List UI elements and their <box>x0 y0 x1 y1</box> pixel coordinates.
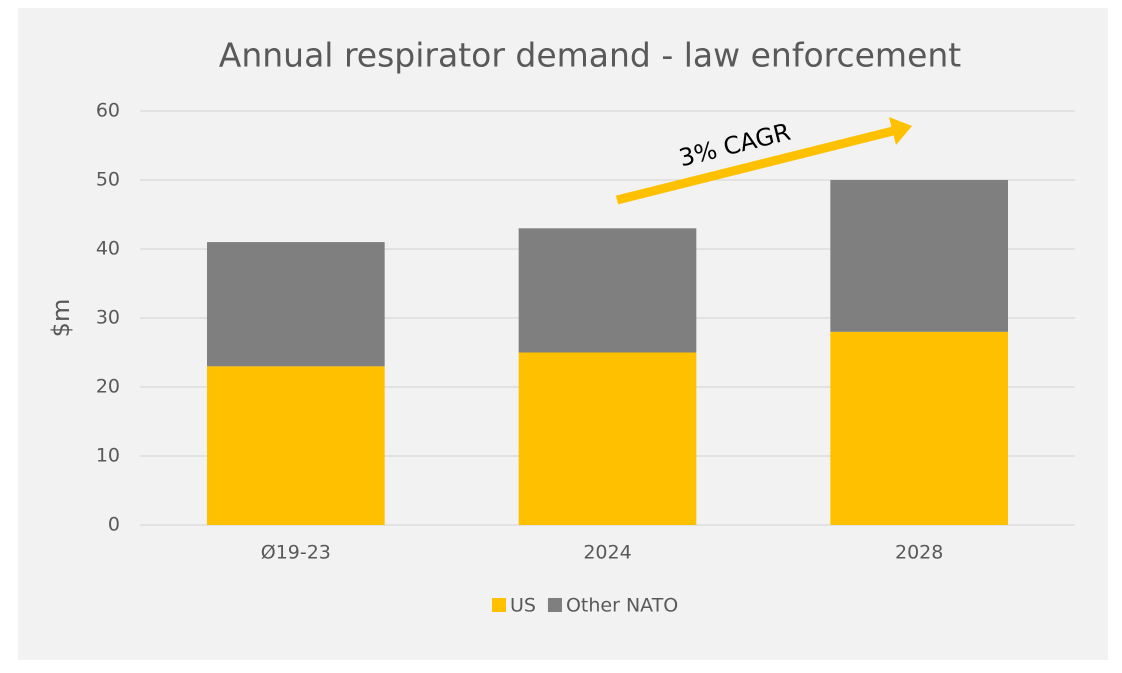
x-tick-label: Ø19-23 <box>261 542 331 564</box>
bar <box>830 180 1008 332</box>
y-tick-label: 60 <box>96 100 120 122</box>
bar <box>207 242 385 367</box>
y-axis-label: $m <box>47 299 75 338</box>
y-tick-label: 10 <box>96 445 120 467</box>
arrow-shaft <box>615 126 895 205</box>
legend-label: US <box>510 595 536 617</box>
y-tick-label: 40 <box>96 238 120 260</box>
chart-title: Annual respirator demand - law enforceme… <box>219 36 962 75</box>
bar <box>518 352 697 525</box>
y-tick-label: 0 <box>108 514 120 536</box>
cagr-arrow <box>615 117 912 205</box>
y-tick-label: 30 <box>96 307 120 329</box>
x-tick-label: 2028 <box>895 542 943 564</box>
x-tick-label: 2024 <box>583 542 631 564</box>
legend-label: Other NATO <box>566 595 678 617</box>
bar <box>207 366 385 525</box>
legend-swatch <box>492 598 506 612</box>
y-tick-label: 50 <box>96 169 120 191</box>
bar <box>830 331 1008 525</box>
y-tick-label: 20 <box>96 376 120 398</box>
arrow-head <box>889 117 912 145</box>
bar <box>518 228 697 353</box>
legend-swatch <box>547 598 562 612</box>
